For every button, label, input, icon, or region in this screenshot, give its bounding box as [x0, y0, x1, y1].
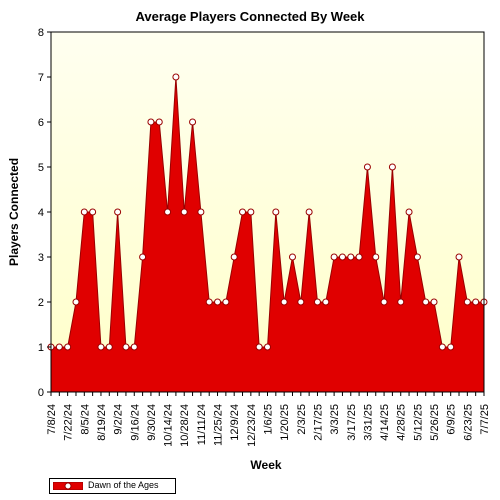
data-point: [205, 298, 213, 306]
data-point: [305, 208, 313, 216]
data-point: [197, 208, 205, 216]
x-tick-label: 11/25/24: [213, 404, 225, 446]
data-point: [363, 163, 371, 171]
x-tick-label: 4/28/25: [396, 404, 408, 441]
x-tick-label: 12/23/24: [246, 404, 258, 447]
data-point: [55, 343, 63, 351]
data-point: [114, 208, 122, 216]
data-point: [139, 253, 147, 261]
data-point: [413, 253, 421, 261]
data-point: [64, 343, 72, 351]
data-point: [397, 298, 405, 306]
x-tick-label: 7/7/25: [479, 404, 491, 435]
series-area: [51, 77, 484, 392]
data-point: [80, 208, 88, 216]
x-tick-label: 3/17/25: [346, 404, 358, 441]
data-point: [463, 298, 471, 306]
data-point: [297, 298, 305, 306]
data-point: [164, 208, 172, 216]
data-point: [264, 343, 271, 351]
x-axis-label: Week: [250, 458, 281, 472]
data-point: [430, 298, 438, 306]
x-tick-label: 9/30/24: [146, 404, 158, 441]
y-tick-label: 4: [38, 207, 44, 219]
data-point: [72, 298, 80, 306]
data-point: [438, 343, 446, 351]
x-tick-label: 8/19/24: [96, 404, 108, 441]
data-point: [330, 253, 338, 261]
data-point: [447, 343, 455, 351]
x-tick-label: 3/31/25: [362, 404, 374, 441]
x-tick-label: 7/8/24: [46, 404, 58, 435]
data-point: [255, 343, 263, 351]
x-tick-label: 12/9/24: [229, 404, 241, 441]
x-tick-label: 5/26/25: [429, 404, 441, 441]
y-tick-label: 7: [38, 72, 44, 84]
y-tick-label: 2: [38, 297, 44, 309]
data-point: [338, 253, 346, 261]
x-tick-label: 2/17/25: [312, 404, 324, 441]
data-point: [313, 298, 321, 306]
data-point: [388, 163, 396, 171]
data-point: [89, 208, 97, 216]
legend: Dawn of the Ages: [49, 478, 176, 494]
x-tick-label: 9/2/24: [113, 404, 125, 435]
data-point: [422, 298, 430, 306]
data-point: [372, 253, 380, 261]
x-tick-label: 11/11/24: [196, 404, 208, 445]
data-point: [247, 208, 255, 216]
x-tick-label: 6/9/25: [446, 404, 458, 435]
x-tick-label: 10/14/24: [163, 404, 175, 447]
data-point: [222, 298, 230, 306]
x-tick-label: 2/3/25: [296, 404, 308, 435]
x-tick-label: 8/5/24: [79, 404, 91, 435]
y-tick-label: 3: [38, 252, 44, 264]
data-point: [280, 298, 288, 306]
data-point: [472, 298, 480, 306]
data-point: [155, 118, 163, 126]
data-point: [347, 253, 355, 261]
x-tick-label: 10/28/24: [179, 404, 191, 447]
x-tick-label: 9/16/24: [129, 404, 141, 441]
data-point: [455, 253, 463, 261]
data-point: [189, 118, 197, 126]
data-point: [230, 253, 238, 261]
x-tick-label: 4/14/25: [379, 404, 391, 441]
y-axis-label: Players Connected: [7, 158, 21, 266]
data-point: [122, 343, 130, 351]
y-tick-label: 8: [38, 27, 44, 39]
x-tick-label: 7/22/24: [63, 404, 75, 441]
data-point: [180, 208, 188, 216]
data-point: [239, 208, 247, 216]
y-tick-label: 6: [38, 117, 44, 129]
x-tick-label: 1/20/25: [279, 404, 291, 441]
data-point: [288, 253, 296, 261]
y-tick-label: 1: [38, 342, 44, 354]
x-tick-label: 5/12/25: [412, 404, 424, 441]
data-point: [172, 73, 180, 81]
data-point: [272, 208, 280, 216]
data-point: [405, 208, 413, 216]
x-tick-label: 6/23/25: [462, 404, 474, 441]
legend-swatch-icon: [53, 482, 83, 490]
data-point: [214, 298, 222, 306]
y-tick-label: 5: [38, 162, 44, 174]
x-tick-label: 3/3/25: [329, 404, 341, 435]
data-point: [97, 343, 105, 351]
data-point: [105, 343, 113, 351]
data-point: [130, 343, 138, 351]
data-point: [147, 118, 155, 126]
data-point: [322, 298, 330, 306]
chart-title: Average Players Connected By Week: [135, 9, 365, 24]
x-tick-label: 1/6/25: [263, 404, 275, 435]
data-point: [355, 253, 363, 261]
data-point: [380, 298, 388, 306]
y-tick-label: 0: [38, 387, 44, 399]
legend-entry-label: Dawn of the Ages: [88, 480, 159, 490]
